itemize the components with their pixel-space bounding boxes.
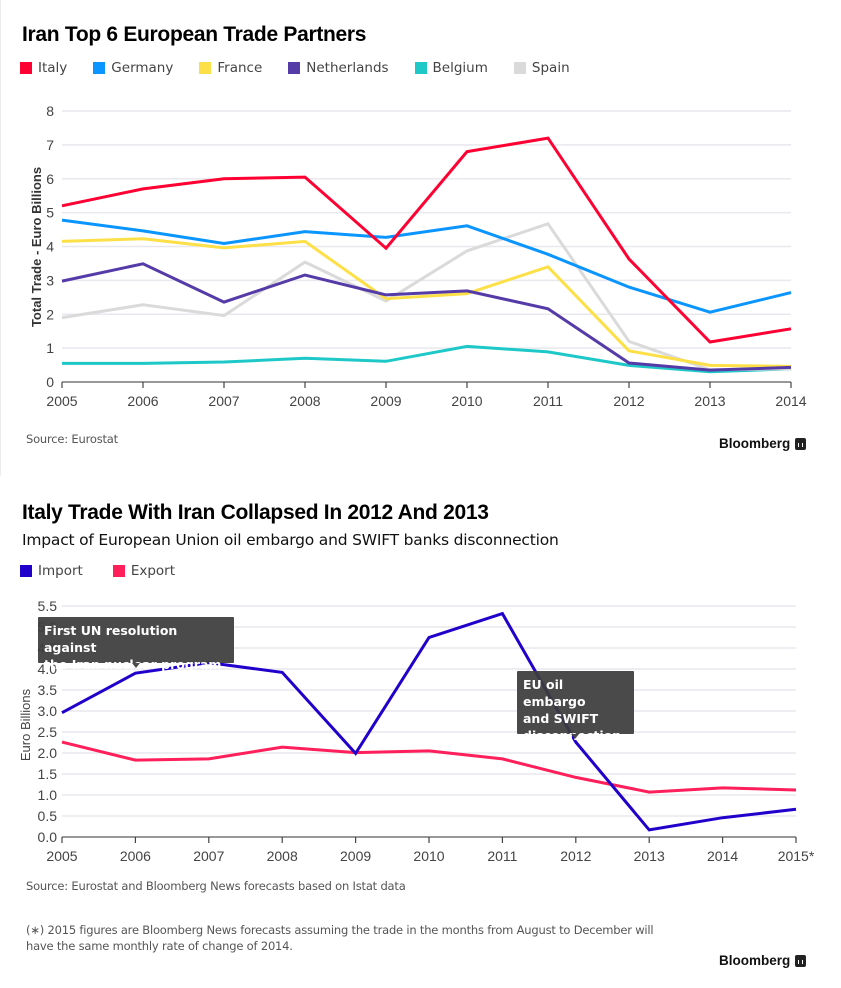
legend-item-belgium: Belgium (414, 60, 488, 76)
x-tick-label: 2014 (707, 848, 738, 864)
legend-swatch (414, 62, 427, 74)
chart2-subtitle: Impact of European Union oil embargo and… (22, 531, 559, 549)
x-tick-label: 2012 (613, 393, 644, 409)
x-tick-label: 2007 (208, 393, 239, 409)
chart2-source: Source: Eurostat and Bloomberg News fore… (26, 879, 406, 893)
legend-item-spain: Spain (513, 60, 570, 76)
legend-item-italy: Italy (20, 60, 67, 76)
y-tick-label: 0.5 (38, 808, 58, 824)
chart2-plot: 0.00.51.01.52.02.53.03.54.04.55.05.5 200… (18, 598, 815, 864)
chart2-title: Italy Trade With Iran Collapsed In 2012 … (22, 501, 489, 524)
y-tick-label: 6 (46, 171, 54, 187)
x-tick-label: 2012 (560, 848, 591, 864)
x-tick-label: 2008 (289, 393, 320, 409)
y-tick-label: 5.5 (38, 598, 58, 614)
series-line-france (61, 237, 792, 368)
legend-swatch (20, 62, 32, 74)
x-tick-label: 2009 (370, 393, 401, 409)
annotation-eu-embargo: EU oil embargo and SWIFT disconnection (517, 671, 634, 743)
annotation-line: EU oil embargo (523, 677, 586, 709)
legend-label: Italy (38, 60, 68, 76)
brand-name: Bloomberg (719, 953, 791, 968)
x-tick-label: 2010 (451, 393, 482, 409)
y-tick-label: 7 (46, 137, 54, 153)
legend-swatch (93, 62, 106, 74)
legend-item-netherlands: Netherlands (288, 60, 389, 76)
y-tick-label: 2 (46, 306, 54, 322)
y-tick-label: 0 (46, 374, 54, 390)
x-tick-label: 2005 (46, 393, 77, 409)
y-tick-label: 8 (46, 103, 54, 119)
y-tick-label: 4 (46, 239, 54, 255)
chart1-source: Source: Eurostat (26, 432, 118, 446)
legend-label: Netherlands (306, 60, 389, 76)
legend-swatch (20, 565, 32, 577)
y-tick-label: 1.5 (38, 766, 58, 782)
x-tick-label: 2005 (46, 848, 77, 864)
x-tick-label: 2013 (634, 848, 665, 864)
legend-item-france: France (199, 60, 262, 76)
y-tick-label: 3.5 (38, 682, 58, 698)
legend-label: France (217, 60, 263, 76)
chart2-y-axis-label: Euro Billions (18, 688, 33, 761)
chart1-plot: 0 1 2 3 4 5 6 7 8 2005 2006 2007 2008 2009 2010 2011 20… (29, 103, 807, 409)
series-line-import (61, 611, 797, 832)
chart2-bloomberg-logo: Bloomberg (719, 953, 807, 968)
x-tick-label: 2008 (267, 848, 298, 864)
bloomberg-chat-icon (795, 437, 807, 450)
annotation-line: and SWIFT (523, 711, 599, 726)
y-tick-label: 1 (46, 340, 54, 356)
series-line-export (61, 740, 797, 794)
chart2-footnote: (∗) 2015 figures are Bloomberg News fore… (26, 923, 654, 953)
series-line-italy (61, 136, 792, 344)
chart1-card (0, 0, 841, 476)
series-line-germany (61, 218, 792, 314)
annotation-line: First UN resolution against (44, 623, 178, 655)
chart1-y-axis-label: Total Trade - Euro Billions (29, 167, 44, 327)
legend-swatch (513, 62, 526, 74)
x-tick-label: 2010 (413, 848, 444, 864)
legend-label: Germany (111, 60, 174, 76)
y-tick-label: 4.0 (38, 661, 58, 677)
legend-item-import: Import (20, 563, 83, 579)
x-tick-label: 2015* (778, 848, 815, 864)
legend-label: Import (38, 563, 83, 579)
x-tick-label: 2013 (694, 393, 725, 409)
legend-label: Export (130, 563, 176, 579)
series-line-spain (61, 222, 792, 372)
annotation-line: disconnection (523, 728, 622, 743)
bloomberg-chat-icon (795, 954, 807, 967)
legend-label: Belgium (432, 60, 488, 76)
x-tick-label: 2006 (127, 393, 158, 409)
y-tick-label: 0.0 (38, 829, 58, 845)
y-tick-label: 3.0 (38, 703, 58, 719)
x-tick-label: 2011 (533, 393, 563, 409)
annotation-un-resolution: First UN resolution against the Iran nuc… (38, 617, 234, 672)
legend-swatch (288, 62, 301, 74)
y-tick-label: 2.5 (38, 724, 58, 740)
series-line-netherlands (61, 262, 792, 372)
x-tick-label: 2009 (340, 848, 371, 864)
brand-name: Bloomberg (719, 436, 791, 451)
x-tick-label: 2006 (120, 848, 151, 864)
legend-label: Spain (531, 60, 570, 76)
legend-swatch (112, 565, 125, 577)
x-tick-label: 2011 (487, 848, 517, 864)
chart1-legend: Italy Germany France Netherlands Belgium Spai… (20, 60, 596, 76)
y-tick-label: 5 (46, 205, 54, 221)
y-tick-label: 1.0 (38, 787, 58, 803)
chart1-title: Iran Top 6 European Trade Partners (22, 23, 367, 46)
chart1-bloomberg-logo: Bloomberg (719, 436, 807, 451)
legend-swatch (199, 62, 212, 74)
y-tick-label: 3 (46, 272, 54, 288)
x-tick-label: 2007 (193, 848, 224, 864)
x-tick-label: 2014 (775, 393, 806, 409)
legend-item-export: Export (112, 563, 176, 579)
chart2-legend: Import Export (20, 563, 205, 579)
annotation-line: the Iran nuclear program (44, 657, 222, 672)
series-line-belgium (62, 344, 792, 374)
y-tick-label: 2.0 (38, 745, 58, 761)
legend-item-germany: Germany (93, 60, 173, 76)
